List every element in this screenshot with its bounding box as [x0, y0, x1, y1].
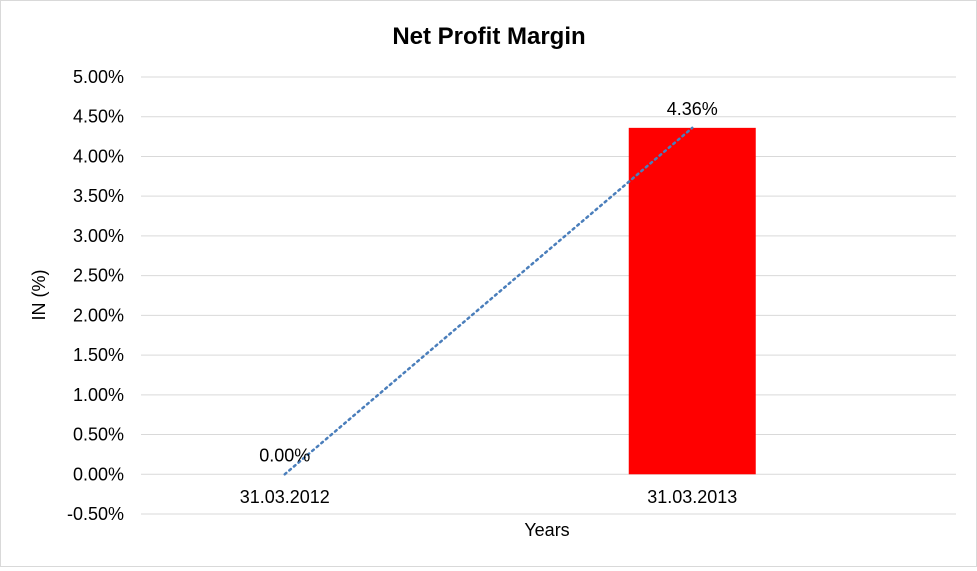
y-tick-label: 3.00% [73, 226, 124, 246]
chart-title: Net Profit Margin [392, 23, 585, 50]
y-tick-label: 2.50% [73, 266, 124, 286]
y-tick-label: -0.50% [67, 504, 124, 524]
bar [628, 127, 756, 475]
y-tick-label: 4.00% [73, 146, 124, 166]
y-tick-label: 0.50% [73, 425, 124, 445]
y-tick-label: 0.00% [73, 464, 124, 484]
y-axis-label: IN (%) [29, 270, 49, 321]
data-label: 4.36% [667, 99, 718, 119]
y-tick-label: 3.50% [73, 186, 124, 206]
y-tick-label: 2.00% [73, 305, 124, 325]
data-label: 0.00% [259, 445, 310, 465]
y-tick-label: 5.00% [73, 67, 124, 87]
y-tick-label: 4.50% [73, 107, 124, 127]
x-axis-label: Years [524, 520, 569, 540]
y-tick-label: 1.50% [73, 345, 124, 365]
x-tick-label: 31.03.2012 [240, 487, 330, 507]
x-tick-label: 31.03.2013 [647, 487, 737, 507]
y-tick-label: 1.00% [73, 385, 124, 405]
trendline [283, 126, 694, 476]
